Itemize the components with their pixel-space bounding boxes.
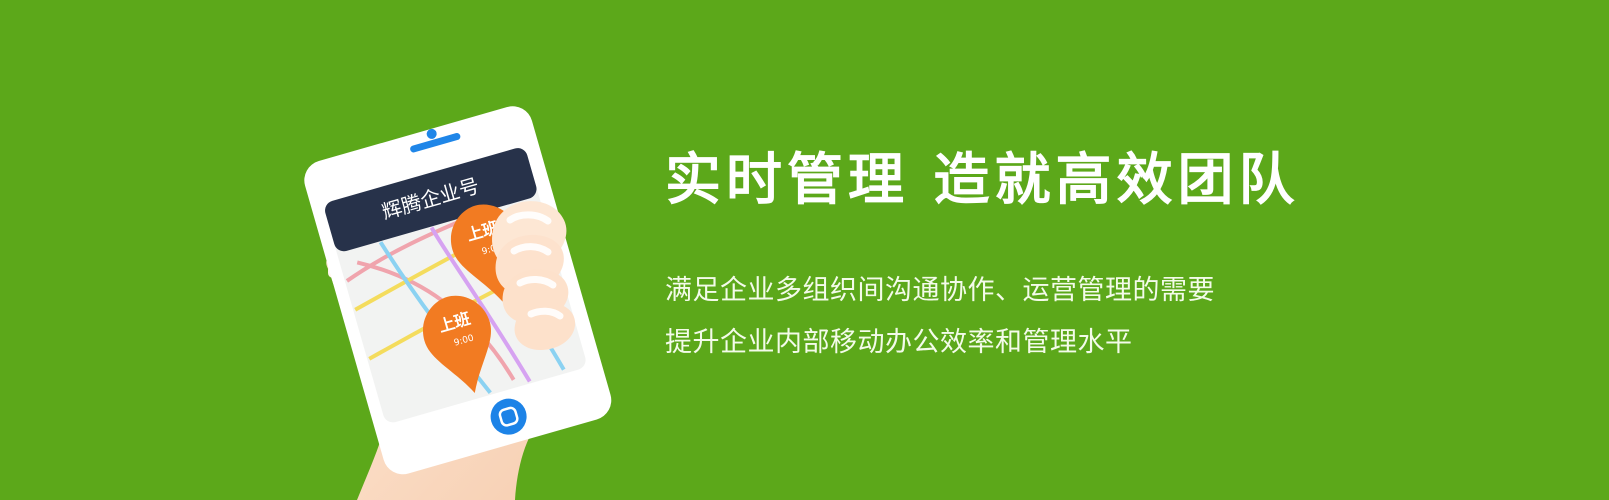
hero-description-line-2: 提升企业内部移动办公效率和管理水平	[665, 327, 1133, 358]
hero-description: 满足企业多组织间沟通协作、运营管理的需要 提升企业内部移动办公效率和管理水平	[665, 265, 1385, 369]
speaker-icon	[410, 133, 461, 153]
smartphone-icon: 辉腾企业号 上班 9:00 上班 9:00	[304, 106, 612, 475]
home-button-icon[interactable]	[486, 394, 531, 439]
fingers	[492, 201, 576, 350]
attendance-marker-bottom: 上班 9:00	[423, 295, 491, 394]
camera-icon	[426, 128, 437, 139]
screen-header	[325, 148, 537, 252]
map-pin-icon	[423, 295, 491, 394]
hero-title: 实时管理 造就高效团队	[665, 148, 1300, 213]
hero-copy: 实时管理 造就高效团队 满足企业多组织间沟通协作、运营管理的需要 提升企业内部移…	[665, 142, 1385, 369]
hero-description-line-1: 满足企业多组织间沟通协作、运营管理的需要	[665, 275, 1215, 306]
